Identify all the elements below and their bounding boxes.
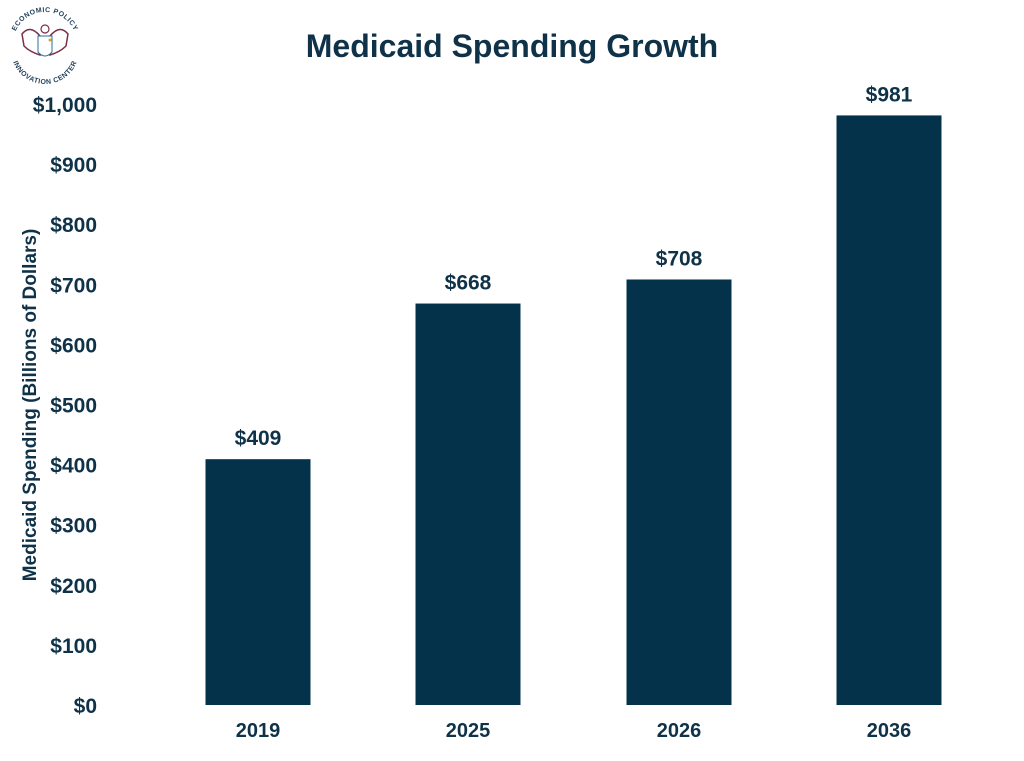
data-label: $708 [656, 247, 703, 270]
y-tick-label: $900 [50, 154, 97, 177]
svg-text:INNOVATION CENTER: INNOVATION CENTER [11, 60, 78, 86]
data-label: $668 [445, 272, 492, 295]
y-tick-label: $800 [50, 214, 97, 237]
bar-2025 [415, 303, 521, 705]
eagle-icon [21, 28, 69, 57]
chart-title: Medicaid Spending Growth [306, 28, 718, 64]
x-tick-label: 2036 [867, 720, 912, 742]
y-axis-label: Medicaid Spending (Billions of Dollars) [20, 229, 41, 582]
bar-2019 [205, 459, 311, 705]
y-tick-label: $500 [50, 395, 97, 418]
x-tick-label: 2026 [657, 720, 702, 742]
y-tick-label: $100 [50, 635, 97, 658]
y-tick-label: $600 [50, 334, 97, 357]
x-tick-label: 2025 [446, 720, 491, 742]
logo-text-top: ECONOMIC POLICY [11, 7, 78, 32]
y-tick-label: $300 [50, 515, 97, 538]
y-tick-label: $700 [50, 274, 97, 297]
data-label: $409 [235, 427, 282, 450]
y-tick-label: $1,000 [33, 94, 97, 117]
bar-2036 [836, 115, 942, 705]
y-tick-label: $200 [50, 575, 97, 598]
y-tick-label: $400 [50, 455, 97, 478]
x-tick-label: 2019 [236, 720, 281, 742]
logo: ECONOMIC POLICY INNOVATION CENTER [11, 7, 79, 86]
svg-text:ECONOMIC POLICY: ECONOMIC POLICY [11, 7, 79, 32]
data-label: $981 [866, 83, 913, 106]
y-tick-label: $0 [74, 695, 97, 718]
bar-2026 [626, 279, 732, 705]
logo-text-bottom: INNOVATION CENTER [11, 60, 78, 86]
